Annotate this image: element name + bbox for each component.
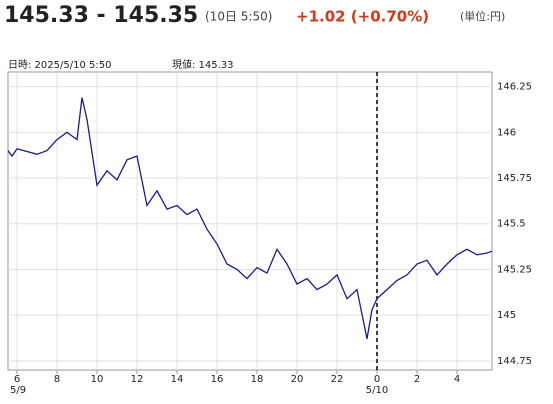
change: +1.02 (+0.70%) bbox=[296, 8, 429, 26]
y-tick-label: 145.25 bbox=[497, 264, 532, 275]
date-label: 5/10 bbox=[366, 385, 388, 396]
x-tick-label: 16 bbox=[211, 374, 224, 385]
y-tick-label: 144.75 bbox=[497, 356, 532, 367]
x-tick-label: 10 bbox=[91, 374, 104, 385]
date-label: 5/9 bbox=[10, 385, 26, 396]
x-tick-label: 0 bbox=[374, 374, 380, 385]
plot-frame bbox=[7, 71, 493, 371]
time: (10日 5:50) bbox=[205, 10, 272, 24]
x-tick-label: 12 bbox=[131, 374, 144, 385]
x-tick-label: 8 bbox=[54, 374, 60, 385]
unit: (単位:円) bbox=[460, 9, 505, 23]
y-tick-label: 145 bbox=[497, 310, 516, 321]
price: 145.33 - 145.35 bbox=[4, 3, 198, 28]
price-line bbox=[7, 97, 493, 340]
x-tick-label: 14 bbox=[171, 374, 184, 385]
x-tick-label: 22 bbox=[331, 374, 344, 385]
y-tick-label: 145.75 bbox=[497, 173, 532, 184]
y-tick-label: 145.5 bbox=[497, 219, 526, 230]
current-price: 現値: 145.33 bbox=[172, 58, 234, 71]
x-tick-label: 4 bbox=[454, 374, 460, 385]
y-tick-label: 146.25 bbox=[497, 82, 532, 93]
datetime: 日時: 2025/5/10 5:50 bbox=[8, 59, 111, 71]
y-tick-label: 146 bbox=[497, 127, 516, 138]
x-tick-label: 20 bbox=[291, 374, 304, 385]
x-tick-label: 18 bbox=[251, 374, 264, 385]
x-tick-label: 2 bbox=[414, 374, 420, 385]
x-tick-label: 6 bbox=[14, 374, 20, 385]
